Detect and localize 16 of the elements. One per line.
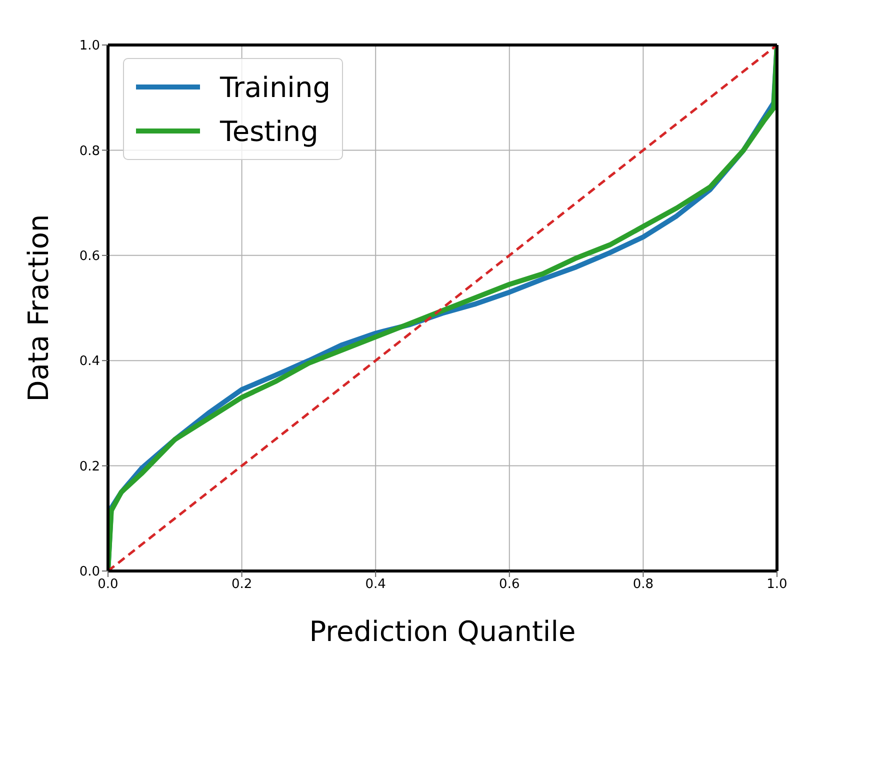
x-tick-label: 0.0: [98, 577, 118, 592]
x-tick-label: 0.4: [365, 577, 386, 592]
y-tick-label: 0.8: [79, 144, 100, 159]
legend-label: Training: [220, 70, 330, 104]
y-tick-label: 0.6: [79, 249, 100, 264]
x-axis-title: Prediction Quantile: [309, 615, 576, 648]
legend-label: Testing: [220, 114, 318, 148]
y-tick-label: 0.2: [79, 459, 100, 474]
y-tick-label: 0.4: [79, 354, 100, 370]
y-axis-title: Data Fraction: [22, 214, 55, 402]
x-tick-label: 0.2: [231, 577, 252, 592]
x-tick-label: 0.6: [499, 577, 520, 592]
x-tick-label: 1.0: [766, 577, 788, 592]
y-tick-label: 1.0: [79, 38, 100, 54]
x-tick-label: 0.8: [632, 577, 654, 592]
y-tick-label: 0.0: [79, 564, 100, 580]
